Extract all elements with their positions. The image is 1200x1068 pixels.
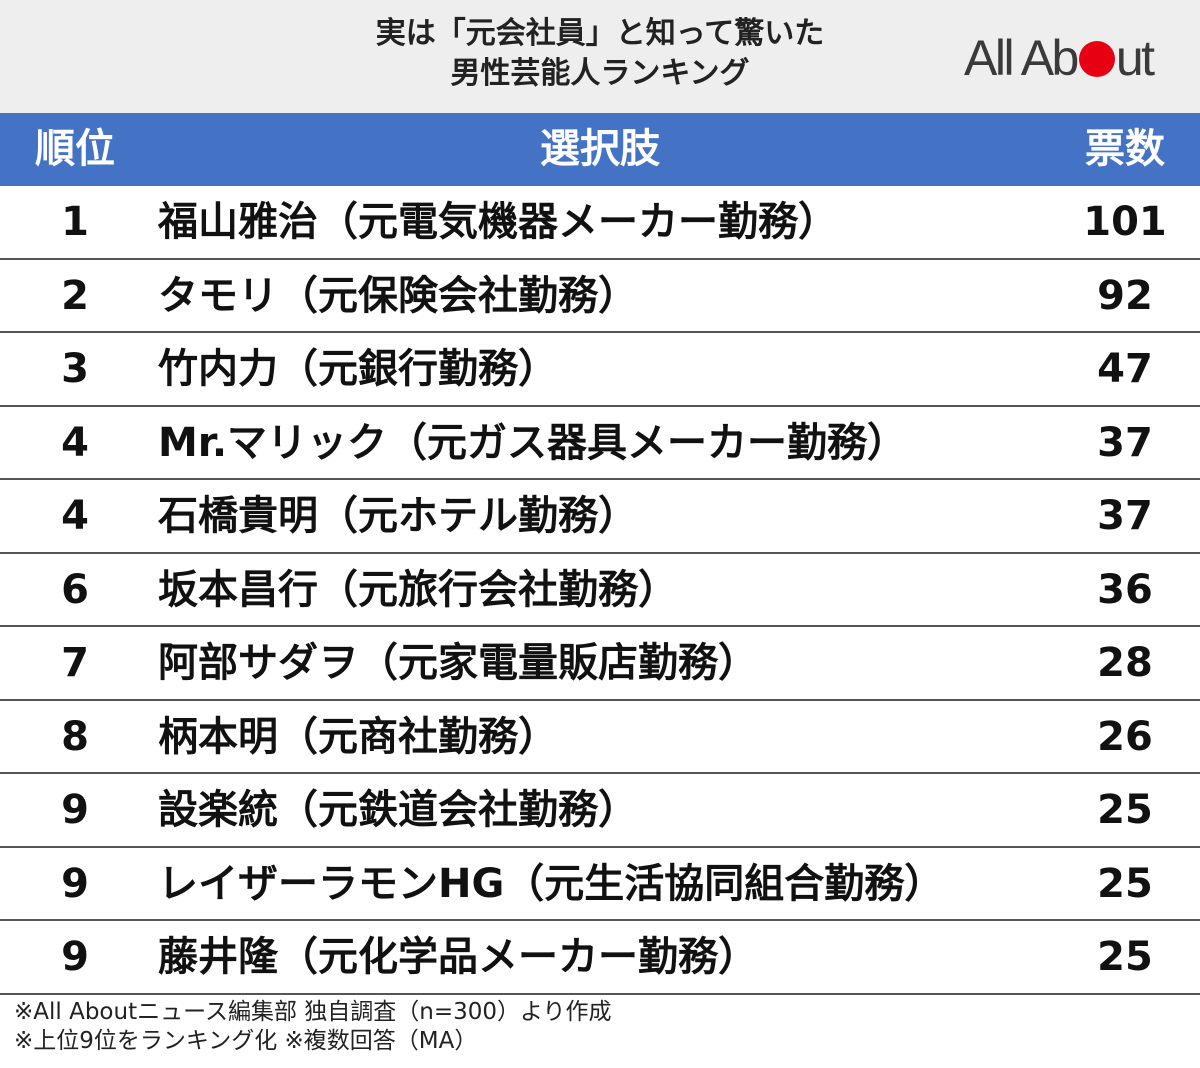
votes-cell: 28 bbox=[1097, 640, 1153, 686]
votes-cell: 47 bbox=[1097, 346, 1153, 392]
logo-text-right: ut bbox=[1115, 30, 1155, 86]
choice-cell: 竹内力（元銀行勤務） bbox=[158, 346, 558, 392]
votes-cell: 36 bbox=[1097, 566, 1153, 613]
choice-cell: 柄本明（元商社勤務） bbox=[158, 713, 558, 760]
table-row: 7 阿部サダヲ（元家電量販店勤務） 28 bbox=[0, 627, 1200, 701]
ranking-table-body: 1 福山雅治（元電気機器メーカー勤務） 101 2 タモリ（元保険会社勤務） 92 3 竹内力… bbox=[0, 186, 1200, 995]
choice-cell: タモリ（元保険会社勤務） bbox=[158, 272, 638, 319]
all-about-logo: All Ab ut bbox=[964, 28, 1180, 88]
header-rank: 順位 bbox=[35, 126, 115, 172]
table-row: 4 石橋貴明（元ホテル勤務） 37 bbox=[0, 480, 1200, 554]
rank-cell: 2 bbox=[61, 272, 89, 319]
votes-cell: 37 bbox=[1097, 419, 1153, 466]
header-choice: 選択肢 bbox=[540, 126, 660, 172]
rank-cell: 9 bbox=[61, 934, 89, 980]
rank-cell: 7 bbox=[61, 640, 89, 686]
choice-cell: 石橋貴明（元ホテル勤務） bbox=[158, 493, 638, 539]
table-row: 2 タモリ（元保険会社勤務） 92 bbox=[0, 260, 1200, 333]
table-header-row: 順位 選択肢 票数 bbox=[0, 113, 1200, 186]
votes-cell: 37 bbox=[1097, 493, 1153, 539]
footnote-source: ※All Aboutニュース編集部 独自調査（n=300）より作成 bbox=[14, 999, 612, 1025]
chart-title: 実は「元会社員」と知って驚いた 男性芸能人ランキング bbox=[180, 14, 1020, 94]
rank-cell: 9 bbox=[61, 787, 89, 833]
chart-title-line-1: 実は「元会社員」と知って驚いた bbox=[375, 16, 825, 51]
choice-cell: 設楽統（元鉄道会社勤務） bbox=[158, 787, 638, 833]
choice-cell: レイザーラモンHG（元生活協同組合勤務） bbox=[158, 860, 945, 907]
chart-header: 実は「元会社員」と知って驚いた 男性芸能人ランキング All Ab ut bbox=[0, 0, 1200, 113]
table-row: 9 藤井隆（元化学品メーカー勤務） 25 bbox=[0, 921, 1200, 995]
rank-cell: 8 bbox=[61, 713, 89, 760]
choice-cell: 藤井隆（元化学品メーカー勤務） bbox=[158, 934, 758, 980]
table-row: 8 柄本明（元商社勤務） 26 bbox=[0, 701, 1200, 774]
votes-cell: 92 bbox=[1097, 272, 1153, 319]
table-row: 3 竹内力（元銀行勤務） 47 bbox=[0, 333, 1200, 407]
header-votes: 票数 bbox=[1085, 126, 1165, 172]
logo-text-left: All Ab bbox=[964, 30, 1079, 86]
rank-cell: 4 bbox=[61, 419, 89, 466]
table-row: 1 福山雅治（元電気機器メーカー勤務） 101 bbox=[0, 186, 1200, 260]
table-row: 4 Mr.マリック（元ガス器具メーカー勤務） 37 bbox=[0, 407, 1200, 480]
choice-cell: 坂本昌行（元旅行会社勤務） bbox=[158, 566, 678, 613]
footnotes: ※All Aboutニュース編集部 独自調査（n=300）より作成 ※上位9位を… bbox=[14, 998, 1184, 1056]
votes-cell: 25 bbox=[1097, 860, 1153, 907]
rank-cell: 3 bbox=[61, 346, 89, 392]
table-row: 9 レイザーラモンHG（元生活協同組合勤務） 25 bbox=[0, 848, 1200, 921]
rank-cell: 1 bbox=[61, 199, 89, 245]
table-row: 9 設楽統（元鉄道会社勤務） 25 bbox=[0, 774, 1200, 848]
rank-cell: 9 bbox=[61, 860, 89, 907]
footnote-method: ※上位9位をランキング化 ※複数回答（MA） bbox=[14, 1028, 478, 1054]
choice-cell: Mr.マリック（元ガス器具メーカー勤務） bbox=[158, 419, 908, 466]
rank-cell: 4 bbox=[61, 493, 89, 539]
votes-cell: 25 bbox=[1097, 787, 1153, 833]
choice-cell: 阿部サダヲ（元家電量販店勤務） bbox=[158, 640, 758, 686]
choice-cell: 福山雅治（元電気機器メーカー勤務） bbox=[158, 199, 838, 245]
rank-cell: 6 bbox=[61, 566, 89, 613]
votes-cell: 26 bbox=[1097, 713, 1153, 760]
table-row: 6 坂本昌行（元旅行会社勤務） 36 bbox=[0, 554, 1200, 627]
votes-cell: 101 bbox=[1083, 199, 1167, 245]
logo-dot-icon bbox=[1078, 41, 1115, 77]
chart-title-line-2: 男性芸能人ランキング bbox=[450, 56, 750, 91]
votes-cell: 25 bbox=[1097, 934, 1153, 980]
